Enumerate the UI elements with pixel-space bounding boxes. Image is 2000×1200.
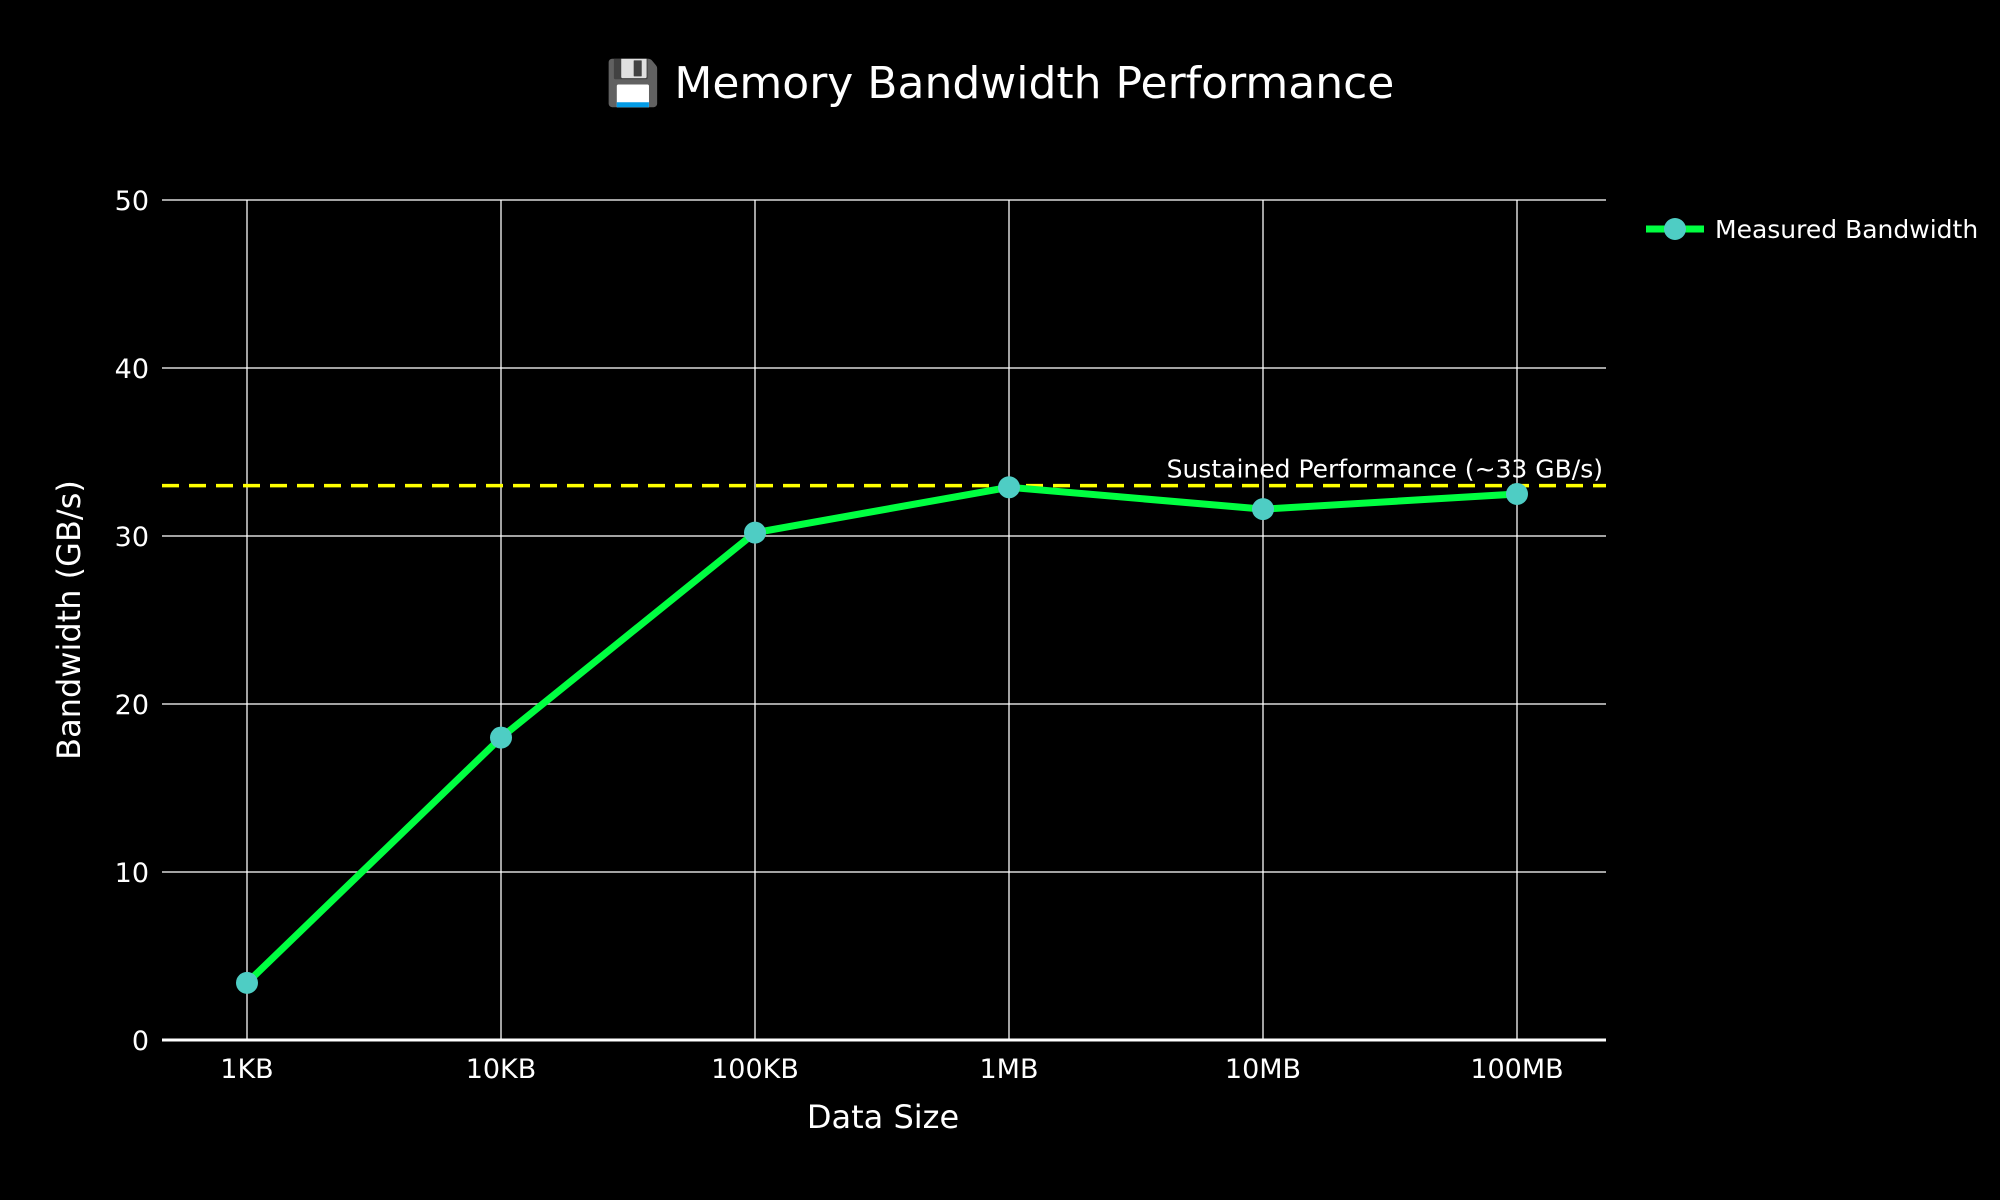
legend-marker-swatch [1664,218,1686,240]
x-tick-label-10MB: 10MB [1225,1054,1301,1085]
y-axis-title: Bandwidth (GB/s) [50,480,88,760]
data-point-100KB [744,521,766,544]
y-tick-label-20: 20 [115,690,149,721]
y-tick-label-0: 0 [132,1026,149,1057]
y-tick-label-10: 10 [115,858,149,889]
data-point-1MB [998,476,1020,499]
data-point-10KB [490,726,512,749]
legend-label: Measured Bandwidth [1715,215,1978,244]
series-layer [236,476,1528,994]
reference-line-label: Sustained Performance (~33 GB/s) [1167,455,1603,484]
data-point-1KB [236,971,258,994]
data-point-10MB [1252,498,1274,521]
x-tick-label-1KB: 1KB [220,1054,273,1085]
y-tick-label-50: 50 [115,186,149,217]
tick-layer: 0 10 20 30 40 50 1KB 10KB 100KB 1MB 10MB 100MB [115,186,1564,1085]
y-tick-label-40: 40 [115,354,149,385]
data-point-100MB [1506,483,1528,505]
series-line-measured-bandwidth [243,483,1521,987]
y-tick-label-30: 30 [115,522,149,553]
x-tick-label-100MB: 100MB [1470,1054,1563,1085]
x-tick-label-100KB: 100KB [711,1054,799,1085]
x-tick-label-1MB: 1MB [980,1054,1039,1085]
chart-title: 💾 Memory Bandwidth Performance [606,58,1395,109]
legend[interactable]: Measured Bandwidth [1646,215,1978,244]
grid-layer [162,199,1606,1042]
x-axis-title: Data Size [807,1098,959,1136]
x-tick-label-10KB: 10KB [466,1054,537,1085]
reference-layer: Sustained Performance (~33 GB/s) [162,455,1606,488]
